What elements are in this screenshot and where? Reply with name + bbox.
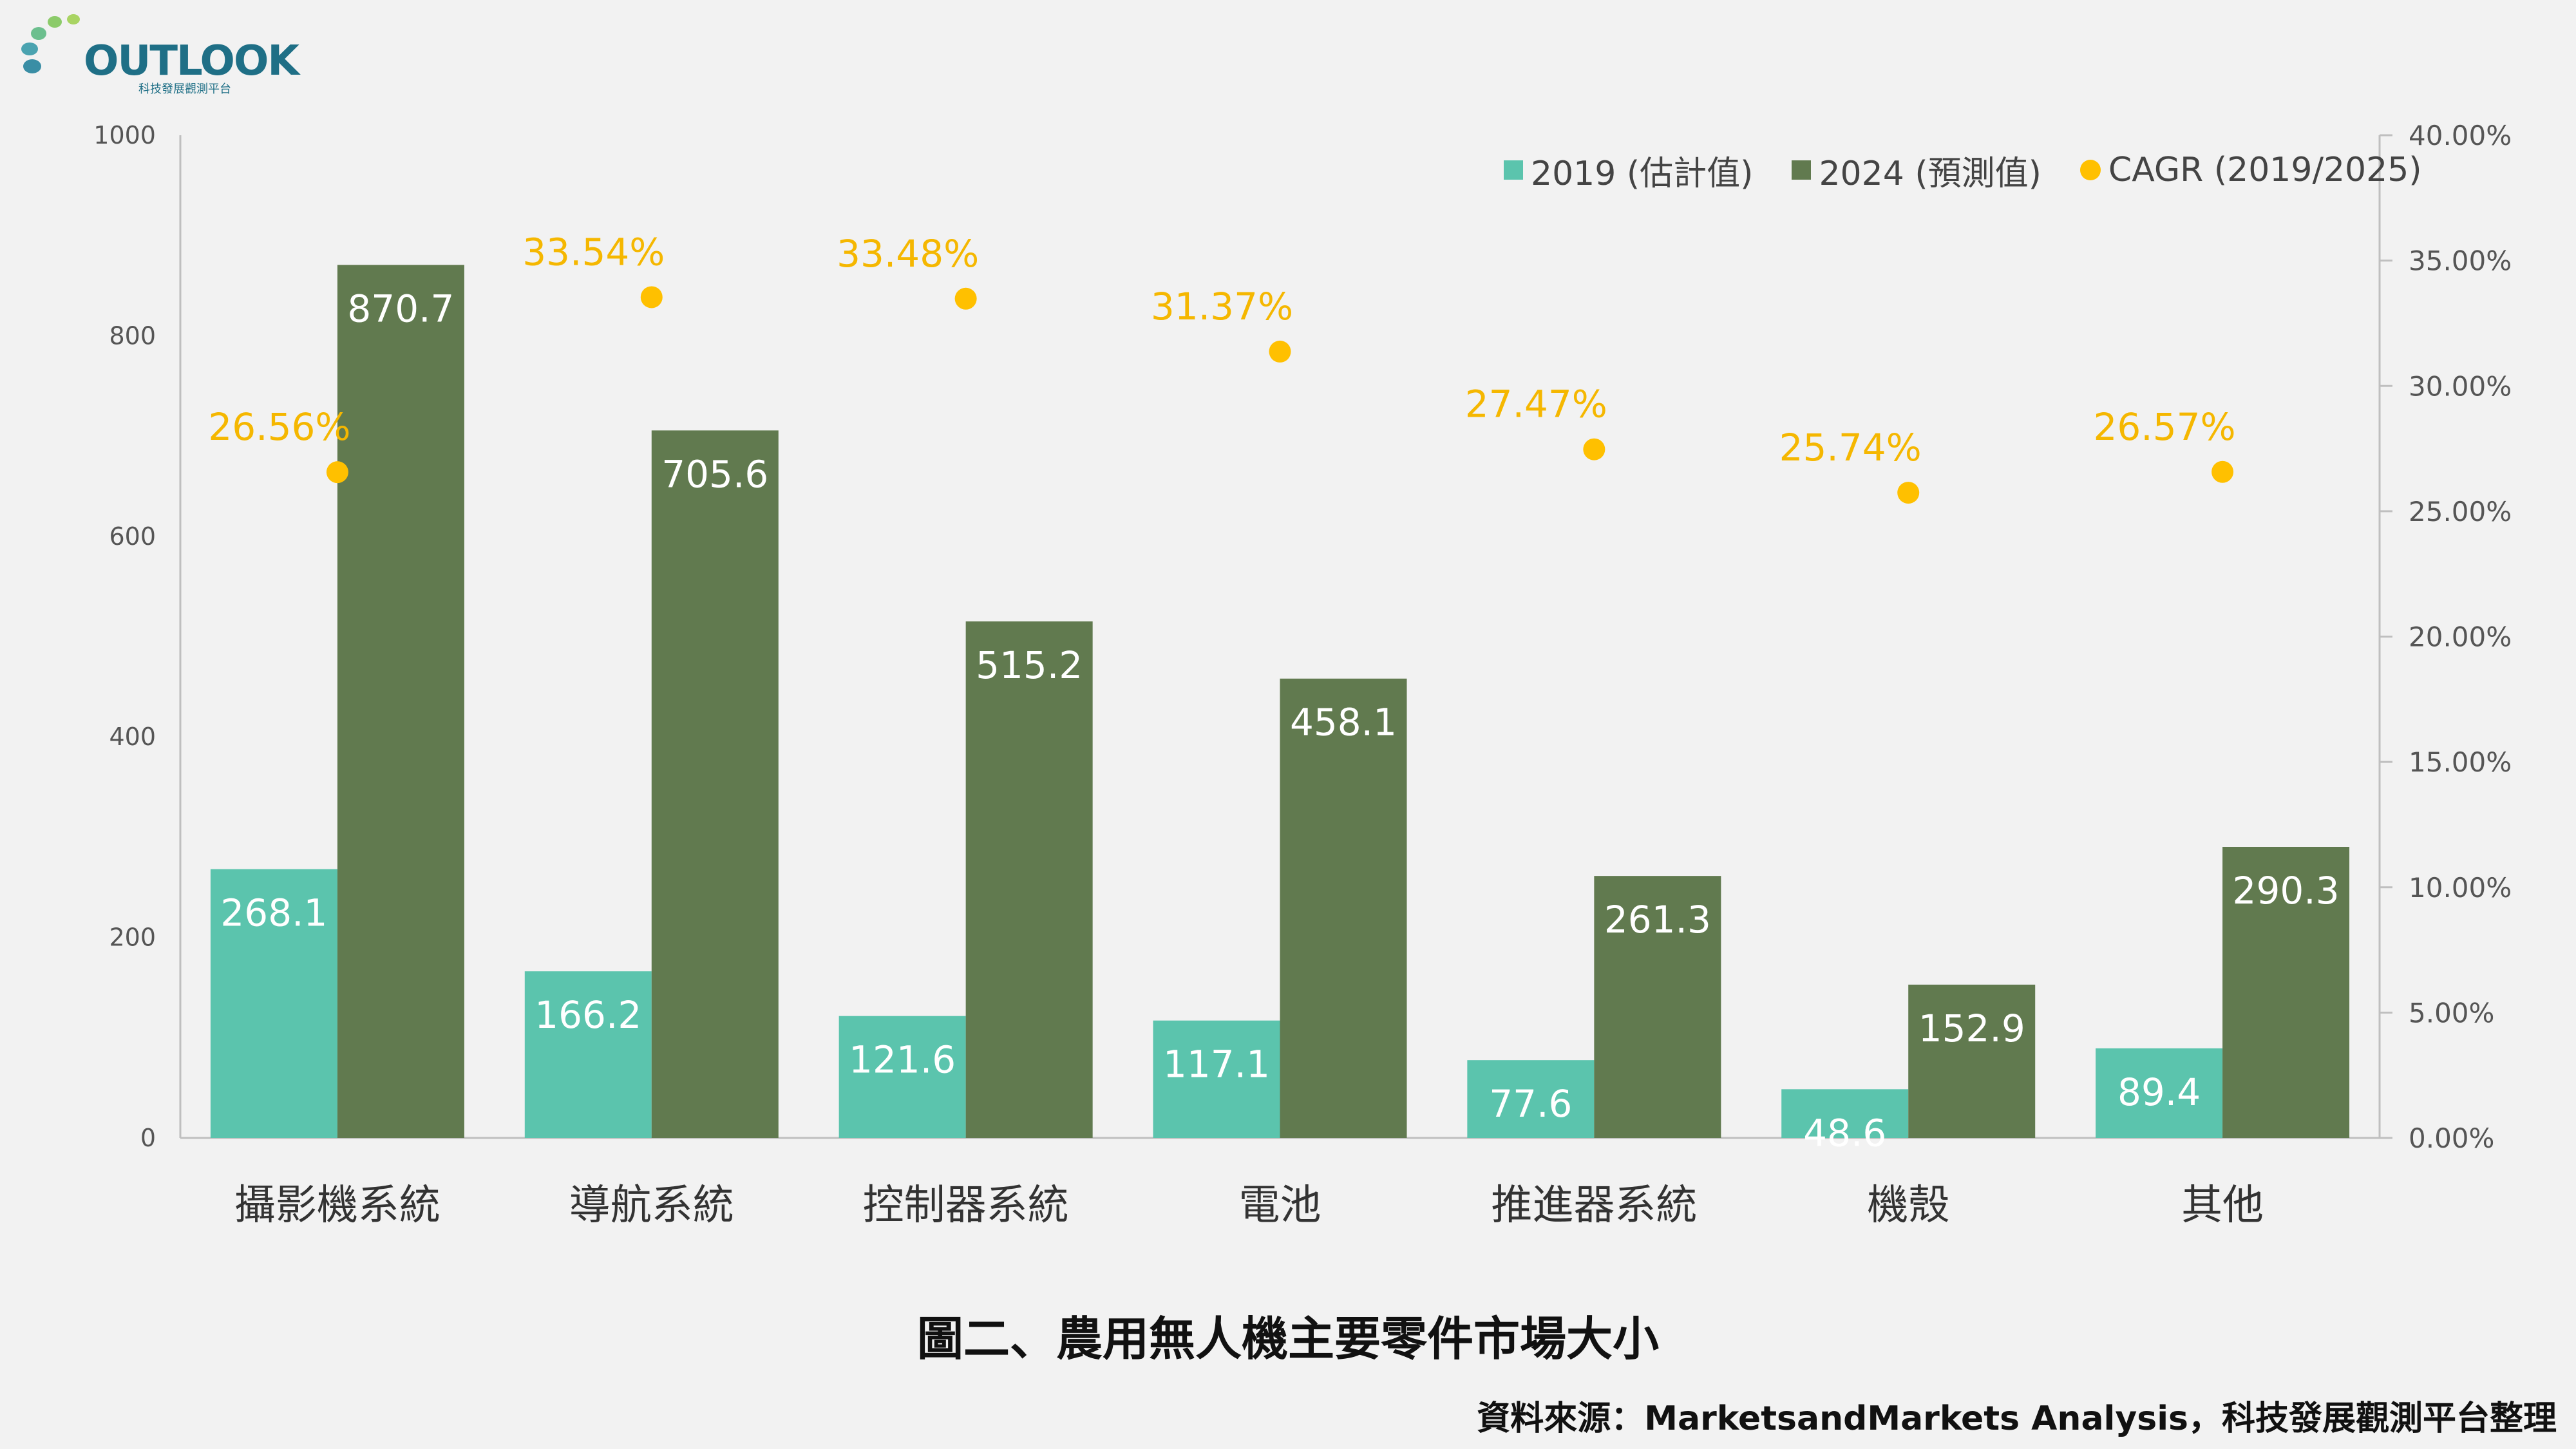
y-tick-label: 1000 [93, 121, 156, 149]
legend-item-cagr: CAGR (2019/2025) [2079, 151, 2422, 189]
y-tick-label: 0 [140, 1124, 156, 1152]
bar-2024 [1280, 678, 1407, 1138]
cagr-point [1897, 482, 1920, 504]
x-category-label: 控制器系統 [863, 1182, 1069, 1229]
bar-2019-label: 121.6 [849, 1038, 956, 1082]
bar-2024 [1908, 984, 2036, 1138]
bar-2019-label: 117.1 [1163, 1043, 1270, 1086]
bar-2019 [210, 869, 337, 1138]
bar-2019 [2096, 1048, 2223, 1138]
logo-text: OUTLOOK [84, 37, 299, 85]
cagr-point [640, 286, 663, 308]
bar-2019 [838, 1016, 966, 1138]
legend-swatch-2024 [1792, 160, 1812, 180]
x-category-label: 推進器系統 [1491, 1182, 1697, 1229]
bar-2019 [1467, 1060, 1595, 1138]
bar-2024 [1594, 876, 1721, 1138]
y2-tick-label: 0.00% [2409, 1122, 2494, 1154]
x-category-label: 其他 [2181, 1182, 2264, 1229]
y-tick-label: 200 [109, 923, 156, 952]
x-category-label: 電池 [1239, 1182, 1321, 1229]
legend-swatch-2019 [1504, 160, 1523, 180]
legend: 2019 (估計值) 2024 (預測值) CAGR (2019/2025) [1504, 146, 2422, 194]
cagr-point [954, 287, 977, 310]
bar-2019 [524, 971, 652, 1138]
legend-label-2019: 2019 (估計值) [1531, 154, 1754, 193]
bar-2024-label: 705.6 [661, 452, 768, 496]
legend-item-2019: 2019 (估計值) [1504, 146, 1753, 194]
bar-2024-label: 152.9 [1918, 1007, 2025, 1050]
bar-2024-label: 261.3 [1604, 898, 1711, 942]
x-category-label: 導航系統 [569, 1182, 734, 1229]
bar-2024-label: 870.7 [347, 287, 454, 330]
bar-2019-label: 268.1 [220, 891, 327, 935]
logo-dots-icon [21, 14, 80, 73]
y2-tick-label: 20.00% [2409, 621, 2512, 653]
y2-tick-label: 30.00% [2409, 370, 2512, 402]
legend-label-cagr: CAGR (2019/2025) [2108, 151, 2422, 189]
bar-2024-label: 515.2 [976, 643, 1083, 687]
logo-subtitle: 科技發展觀測平台 [138, 82, 231, 96]
y2-tick-label: 25.00% [2409, 496, 2512, 527]
bar-2019 [1153, 1020, 1280, 1138]
cagr-label: 26.57% [2093, 405, 2235, 449]
bar-2019-label: 48.6 [1803, 1111, 1886, 1155]
y-tick-label: 800 [109, 321, 156, 350]
bar-2024-label: 458.1 [1290, 701, 1397, 744]
cagr-label: 26.56% [208, 405, 350, 449]
source-note: 資料來源：MarketsandMarkets Analysis，科技發展觀測平台… [1477, 1399, 2557, 1438]
y-tick-label: 600 [109, 522, 156, 551]
y2-tick-label: 35.00% [2409, 245, 2512, 277]
cagr-point [1583, 438, 1605, 460]
bar-2019 [1781, 1089, 1909, 1138]
y2-tick-label: 10.00% [2409, 872, 2512, 904]
bar-2019-label: 166.2 [535, 993, 641, 1037]
cagr-point [326, 461, 348, 484]
y-tick-label: 400 [109, 723, 156, 751]
cagr-label: 33.48% [837, 232, 979, 276]
bar-2019-label: 77.6 [1489, 1082, 1572, 1126]
bar-2019-label: 89.4 [2117, 1070, 2201, 1114]
chart: 0 200 400 600 800 1000 0.00% 5.00% 10.00% 15.00% 2… [93, 120, 2512, 1229]
y2-tick-label: 5.00% [2409, 997, 2494, 1028]
y2-tick-label: 40.00% [2409, 120, 2512, 151]
x-category-label: 機殼 [1867, 1182, 1949, 1229]
bar-2024 [965, 621, 1093, 1138]
cagr-point [1269, 340, 1291, 363]
y2-tick-label: 15.00% [2409, 746, 2512, 778]
cagr-label: 25.74% [1779, 426, 1922, 469]
cagr-label: 27.47% [1465, 383, 1607, 426]
bar-2024 [2222, 847, 2350, 1138]
bar-2024-label: 290.3 [2233, 869, 2340, 913]
cagr-point [2211, 460, 2234, 483]
legend-swatch-cagr [2079, 160, 2101, 180]
chart-caption: 圖二、農用無人機主要零件市場大小 [916, 1312, 1659, 1366]
cagr-label: 31.37% [1151, 285, 1293, 328]
outlook-logo: OUTLOOK 科技發展觀測平台 [19, 12, 299, 96]
cagr-label: 33.54% [522, 230, 665, 274]
legend-label-2024: 2024 (預測值) [1819, 154, 2041, 193]
bar-2024 [651, 430, 779, 1138]
bar-2024 [337, 265, 464, 1139]
x-category-label: 攝影機系統 [234, 1182, 440, 1229]
legend-item-2024: 2024 (預測值) [1792, 146, 2041, 194]
